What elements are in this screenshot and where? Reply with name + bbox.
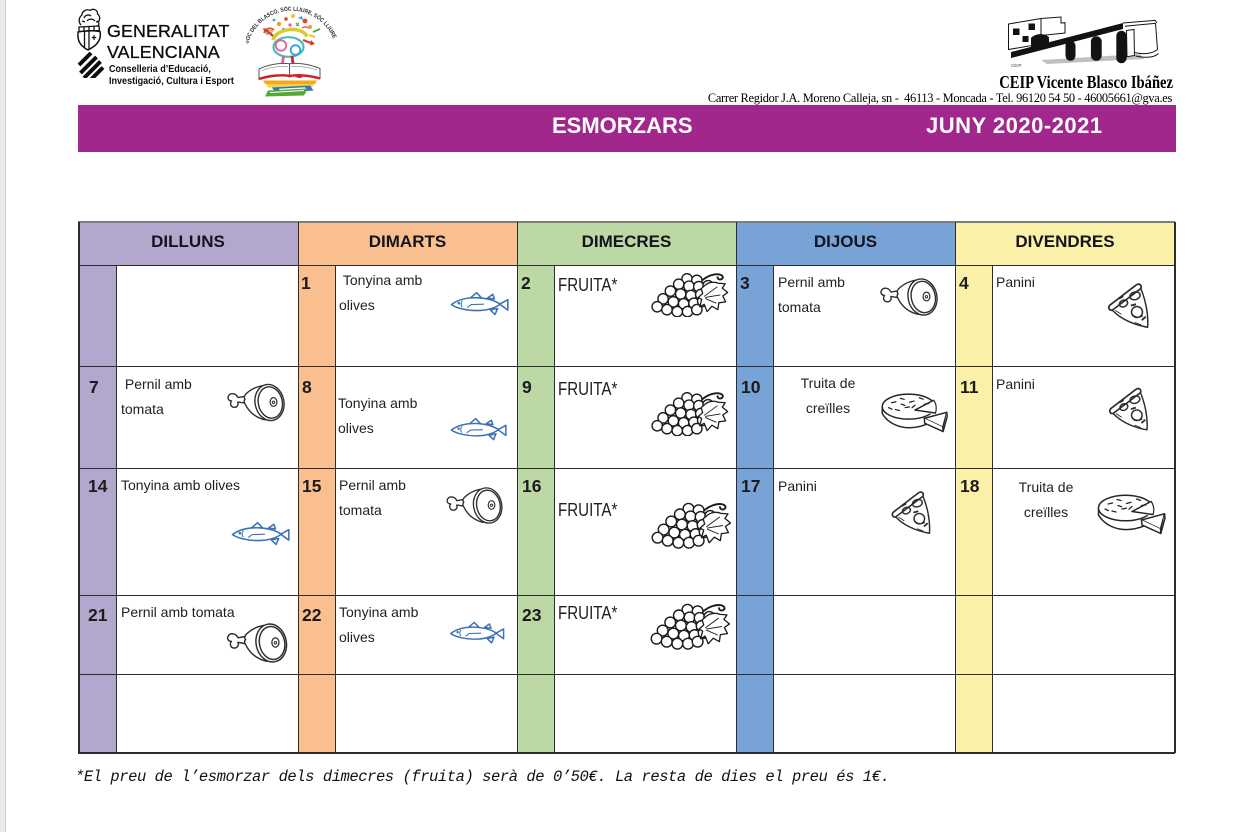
svg-text:CEIP: CEIP (1011, 63, 1022, 68)
